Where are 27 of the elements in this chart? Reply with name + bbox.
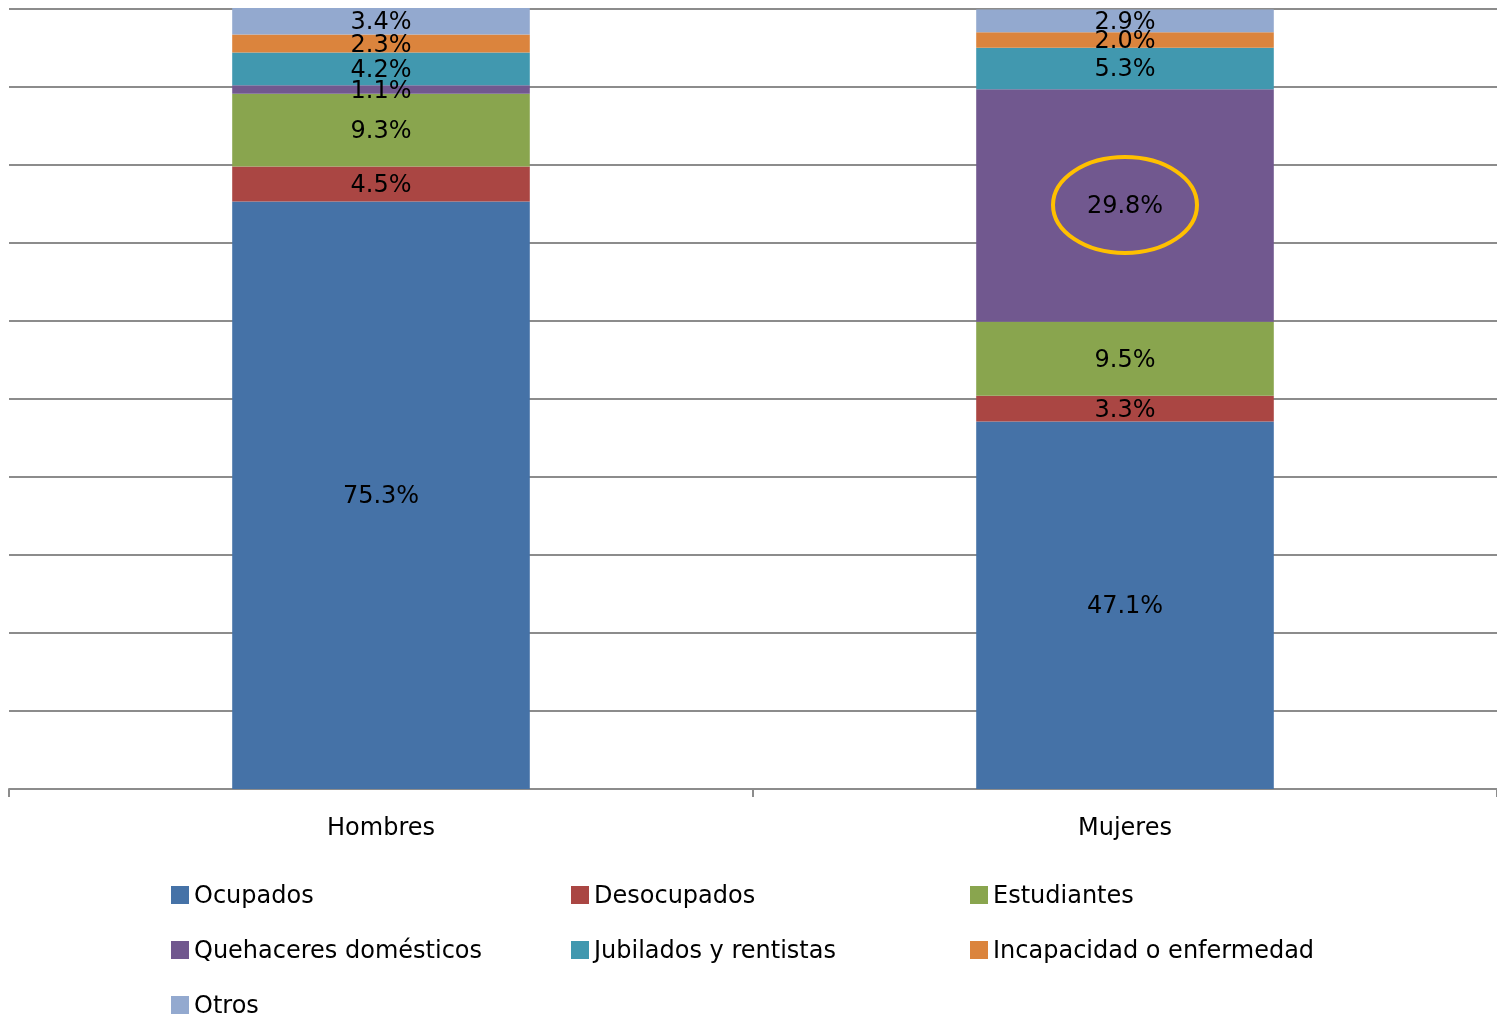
bar [976, 89, 1274, 322]
legend-label: Quehaceres domésticos [194, 936, 483, 964]
bar [232, 201, 530, 789]
legend-label: Otros [194, 991, 259, 1015]
data-label: 5.3% [1094, 54, 1156, 83]
legend-label: Estudiantes [993, 881, 1134, 909]
bar [976, 421, 1274, 789]
bar [976, 395, 1274, 422]
data-label: 9.3% [350, 116, 412, 145]
x-tick-label: Mujeres [1078, 813, 1172, 841]
data-label: 75.3% [342, 481, 420, 510]
legend-label: Jubilados y rentistas [592, 936, 836, 964]
bar [976, 32, 1274, 48]
legend-label: Desocupados [594, 881, 756, 909]
legend-label: Ocupados [194, 881, 314, 909]
bar [232, 166, 530, 202]
data-label: 2.3% [350, 29, 412, 58]
bar [976, 47, 1274, 90]
x-tick-label: Hombres [327, 813, 435, 841]
bar [976, 321, 1274, 396]
bar [232, 8, 530, 35]
data-label: 29.8% [1086, 191, 1164, 220]
data-label: 3.3% [1094, 394, 1156, 423]
data-label: 4.5% [350, 169, 412, 198]
data-label: 9.5% [1094, 344, 1156, 373]
legend-label: Incapacidad o enfermedad [993, 936, 1315, 964]
data-label: 47.1% [1086, 591, 1164, 620]
